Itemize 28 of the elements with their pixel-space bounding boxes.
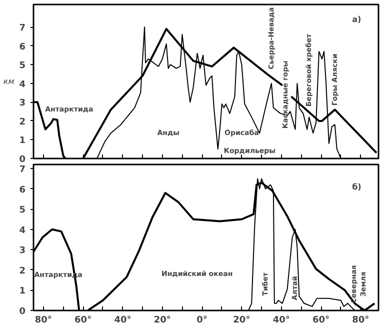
y-tick-label: 7 bbox=[19, 165, 26, 176]
x-tick-label: 60° bbox=[74, 316, 92, 326]
x-tick-label: 40° bbox=[114, 316, 132, 326]
x-tick-label: 80° bbox=[352, 316, 370, 326]
x-tick-label: 40° bbox=[272, 316, 290, 326]
x-tick-label: 20° bbox=[154, 316, 171, 326]
y-tick-label: 6 bbox=[19, 42, 26, 52]
x-tick-label: 60° bbox=[312, 316, 330, 326]
annotation: б) bbox=[352, 182, 362, 192]
y-tick-label: 4 bbox=[19, 226, 26, 236]
y-tick-label: 1 bbox=[19, 286, 26, 297]
y-tick-label: 3 bbox=[19, 98, 26, 109]
y-tick-label: 3 bbox=[19, 246, 26, 256]
y-axis-title: км bbox=[3, 77, 14, 86]
y-tick-label: 7 bbox=[19, 24, 26, 34]
y-tick-label: 4 bbox=[19, 80, 26, 90]
y-tick-label: 2 bbox=[19, 266, 26, 276]
x-tick-label: 80° bbox=[34, 316, 52, 326]
y-tick-label: 0 bbox=[19, 155, 26, 165]
y-tick-label: 5 bbox=[19, 206, 26, 216]
x-tick-label: 20° bbox=[233, 316, 250, 326]
y-tick-label: 2 bbox=[19, 117, 26, 128]
annotation: а) bbox=[352, 15, 362, 24]
y-tick-label: 5 bbox=[19, 61, 26, 72]
y-tick-label: 0 bbox=[19, 307, 26, 317]
y-tick-label: 6 bbox=[19, 185, 26, 196]
y-tick-label: 1 bbox=[19, 136, 26, 146]
x-tick-label: 0° bbox=[196, 316, 208, 326]
